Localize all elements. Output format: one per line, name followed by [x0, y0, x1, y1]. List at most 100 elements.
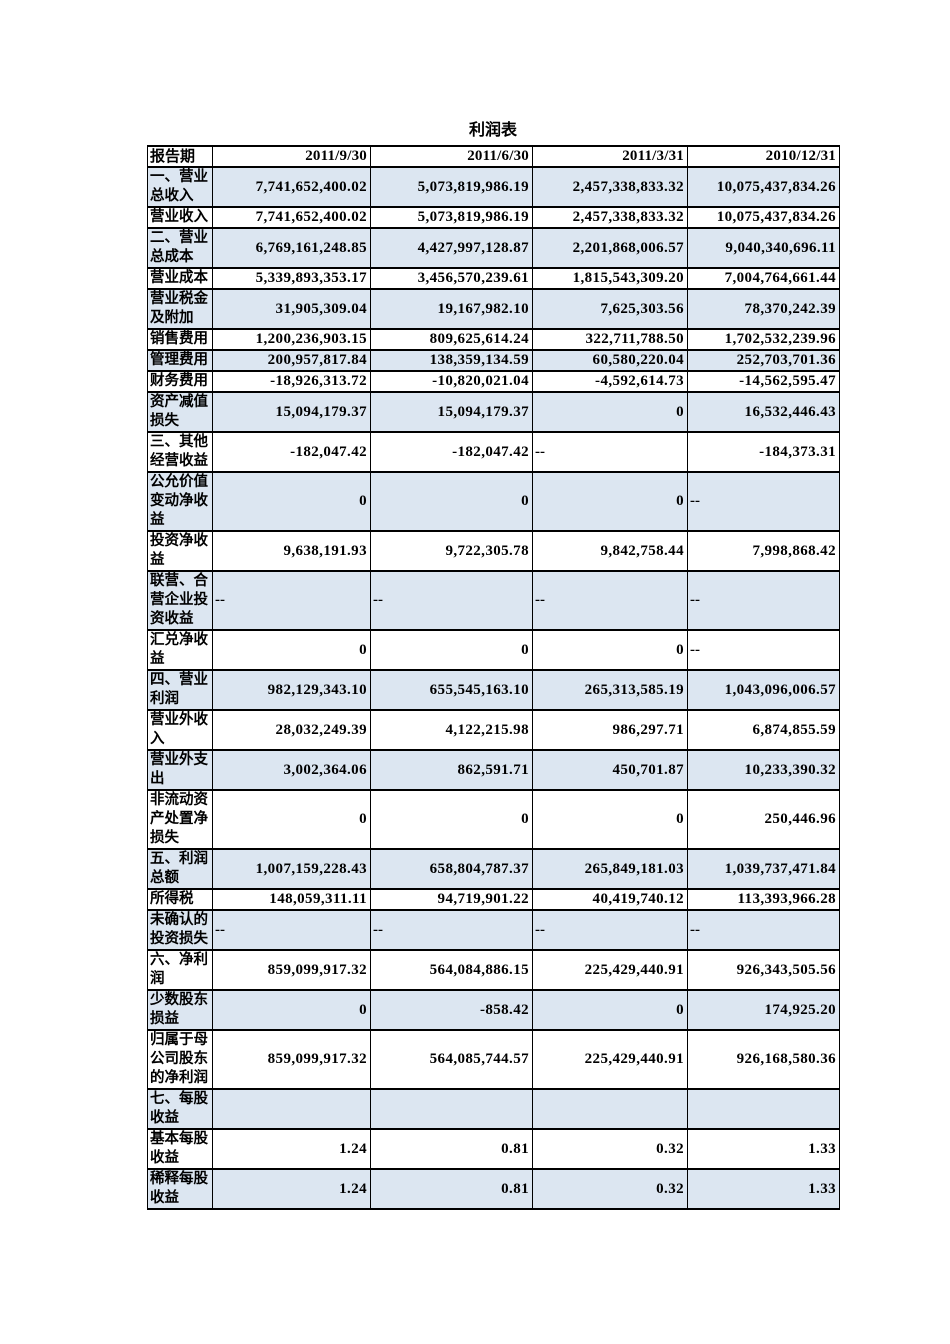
cell-value: 1,200,236,903.15 [212, 328, 371, 351]
cell-value: 0 [212, 629, 371, 671]
cell-value: 809,625,614.24 [370, 328, 533, 351]
row-label: 二、营业总成本 [147, 227, 213, 269]
cell-value: 9,842,758.44 [532, 530, 688, 572]
cell-value: -- [370, 570, 533, 631]
cell-value: 0 [532, 989, 688, 1031]
row-label: 销售费用 [147, 328, 213, 351]
cell-value: -18,926,313.72 [212, 370, 371, 393]
table-row: 公允价值变动净收益 0 0 0 -- [147, 471, 840, 532]
table-header: 报告期 2011/9/30 2011/6/30 2011/3/31 2010/12/31 [147, 145, 840, 168]
cell-value: 1.33 [687, 1128, 840, 1170]
row-label: 资产减值损失 [147, 391, 213, 433]
cell-value: 5,339,893,353.17 [212, 267, 371, 290]
row-label: 五、利润总额 [147, 848, 213, 890]
cell-value: 2,457,338,833.32 [532, 206, 688, 229]
column-header: 2010/12/31 [687, 145, 840, 168]
cell-value: 1,815,543,309.20 [532, 267, 688, 290]
cell-value: 200,957,817.84 [212, 349, 371, 372]
table-row: 财务费用 -18,926,313.72 -10,820,021.04 -4,592,6… [147, 370, 840, 393]
cell-value: -10,820,021.04 [370, 370, 533, 393]
cell-value: 60,580,220.04 [532, 349, 688, 372]
column-header: 2011/3/31 [532, 145, 688, 168]
column-header: 报告期 [147, 145, 213, 168]
cell-value: 564,084,886.15 [370, 949, 533, 991]
column-header: 2011/6/30 [370, 145, 533, 168]
cell-value: 658,804,787.37 [370, 848, 533, 890]
row-label: 稀释每股收益 [147, 1168, 213, 1210]
cell-value: -- [687, 629, 840, 671]
cell-value: 0 [532, 471, 688, 532]
cell-value: 1,007,159,228.43 [212, 848, 371, 890]
row-label: 少数股东损益 [147, 989, 213, 1031]
cell-value: 1,702,532,239.96 [687, 328, 840, 351]
cell-value: 10,233,390.32 [687, 749, 840, 791]
table-row: 联营、合营企业投资收益 -- -- -- -- [147, 570, 840, 631]
table-row: 稀释每股收益 1.24 0.81 0.32 1.33 [147, 1168, 840, 1210]
cell-value: 138,359,134.59 [370, 349, 533, 372]
cell-value: 265,849,181.03 [532, 848, 688, 890]
row-label: 所得税 [147, 888, 213, 911]
cell-value: 4,122,215.98 [370, 709, 533, 751]
cell-value [687, 1088, 840, 1130]
cell-value: 655,545,163.10 [370, 669, 533, 711]
cell-value: 28,032,249.39 [212, 709, 371, 751]
cell-value: 4,427,997,128.87 [370, 227, 533, 269]
cell-value: 9,040,340,696.11 [687, 227, 840, 269]
cell-value: -858.42 [370, 989, 533, 1031]
table-row: 二、营业总成本 6,769,161,248.85 4,427,997,128.87 2… [147, 227, 840, 269]
row-label: 归属于母公司股东的净利润 [147, 1029, 213, 1090]
cell-value: 0.81 [370, 1168, 533, 1210]
row-label: 营业税金及附加 [147, 288, 213, 330]
cell-value [370, 1088, 533, 1130]
cell-value: 859,099,917.32 [212, 1029, 371, 1090]
table-row: 营业税金及附加 31,905,309.04 19,167,982.10 7,625,3… [147, 288, 840, 330]
cell-value: 322,711,788.50 [532, 328, 688, 351]
cell-value: -- [687, 909, 840, 951]
row-label: 非流动资产处置净损失 [147, 789, 213, 850]
table-row: 四、营业利润 982,129,343.10 655,545,163.10 265,31… [147, 669, 840, 711]
cell-value: 0 [212, 471, 371, 532]
table-row: 三、其他经营收益 -182,047.42 -182,047.42 -- -184,373… [147, 431, 840, 473]
cell-value: 9,638,191.93 [212, 530, 371, 572]
table-row: 五、利润总额 1,007,159,228.43 658,804,787.37 265,… [147, 848, 840, 890]
cell-value: 94,719,901.22 [370, 888, 533, 911]
cell-value: 862,591.71 [370, 749, 533, 791]
cell-value: 6,874,855.59 [687, 709, 840, 751]
cell-value: 148,059,311.11 [212, 888, 371, 911]
table-row: 销售费用 1,200,236,903.15 809,625,614.24 322,71… [147, 328, 840, 351]
cell-value: 1.24 [212, 1168, 371, 1210]
cell-value: 0 [212, 989, 371, 1031]
table-row: 一、营业总收入 7,741,652,400.02 5,073,819,986.19 2… [147, 166, 840, 208]
row-label: 营业外支出 [147, 749, 213, 791]
cell-value: 2,201,868,006.57 [532, 227, 688, 269]
cell-value: 19,167,982.10 [370, 288, 533, 330]
table-row: 资产减值损失 15,094,179.37 15,094,179.37 0 16,532,… [147, 391, 840, 433]
cell-value: -184,373.31 [687, 431, 840, 473]
cell-value: -4,592,614.73 [532, 370, 688, 393]
cell-value: 113,393,966.28 [687, 888, 840, 911]
cell-value: 7,741,652,400.02 [212, 166, 371, 208]
cell-value: -- [532, 431, 688, 473]
cell-value: 3,456,570,239.61 [370, 267, 533, 290]
cell-value: 0 [370, 471, 533, 532]
cell-value: 225,429,440.91 [532, 1029, 688, 1090]
row-label: 基本每股收益 [147, 1128, 213, 1170]
table-row: 基本每股收益 1.24 0.81 0.32 1.33 [147, 1128, 840, 1170]
cell-value: 10,075,437,834.26 [687, 206, 840, 229]
row-label: 投资净收益 [147, 530, 213, 572]
cell-value: 0.32 [532, 1128, 688, 1170]
row-label: 一、营业总收入 [147, 166, 213, 208]
cell-value: 250,446.96 [687, 789, 840, 850]
cell-value: -- [370, 909, 533, 951]
cell-value: -- [212, 909, 371, 951]
cell-value: 1,039,737,471.84 [687, 848, 840, 890]
cell-value: 7,625,303.56 [532, 288, 688, 330]
cell-value: 0.32 [532, 1168, 688, 1210]
table-row: 未确认的投资损失 -- -- -- -- [147, 909, 840, 951]
cell-value: 225,429,440.91 [532, 949, 688, 991]
row-label: 营业外收入 [147, 709, 213, 751]
cell-value: 15,094,179.37 [370, 391, 533, 433]
cell-value: 0 [370, 789, 533, 850]
cell-value: -- [532, 570, 688, 631]
